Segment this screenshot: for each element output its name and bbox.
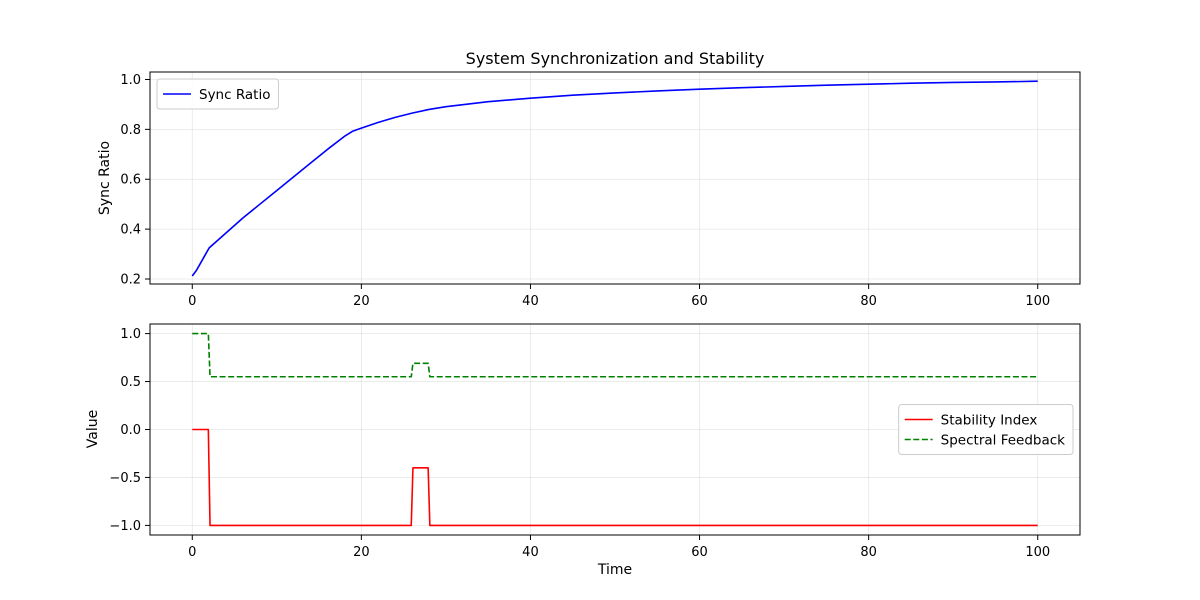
y-tick-label: 0.4 [120,223,141,238]
legend-label: Spectral Feedback [941,433,1065,449]
x-tick-label: 60 [691,294,708,309]
axes-frame [149,71,1081,285]
legend-label: Sync Ratio [199,87,271,103]
y-tick-label: 0.2 [120,273,141,288]
x-tick-label: 80 [860,545,877,560]
sync-ratio-line [191,80,1038,277]
y-tick-label: −0.5 [109,471,141,486]
y-tick-label: 0.6 [120,173,141,188]
x-axis-ticks: 0 20 40 60 80 100 [188,284,1050,309]
legend: Sync Ratio [156,78,279,110]
y-axis-ticks: −1.0 −0.5 0.0 0.5 1.0 [109,327,150,534]
x-tick-label: 20 [353,545,370,560]
x-tick-label: 40 [522,545,539,560]
y-tick-label: 0.0 [120,423,141,438]
series-lines [191,80,1038,277]
x-tick-label: 40 [522,294,539,309]
x-axis-label: Time [597,562,632,578]
stability-index-line [192,428,1038,527]
legend: Stability Index Spectral Feedback [898,404,1074,455]
legend-label: Stability Index [941,413,1038,429]
y-tick-label: 0.5 [120,375,141,390]
chart-title: System Synchronization and Stability [466,49,765,68]
y-tick-label: −1.0 [109,519,141,534]
x-tick-label: 0 [188,545,196,560]
y-axis-ticks: 0.2 0.4 0.6 0.8 1.0 [120,73,150,288]
x-tick-label: 60 [691,545,708,560]
sync-ratio-panel: 0 20 40 60 80 100 0.2 0.4 0.6 0.8 1.0 System Sync… [97,49,1081,309]
x-axis-ticks: 0 20 40 60 80 100 [188,535,1050,560]
spectral-feedback-line [192,332,1038,378]
y-tick-label: 1.0 [120,327,141,342]
grid-lines [150,72,1080,284]
stability-panel: 0 20 40 60 80 100 −1.0 −0.5 0.0 0.5 1.0 Value Tim… [85,323,1081,578]
y-tick-label: 0.8 [120,123,141,138]
x-tick-label: 0 [188,294,196,309]
y-tick-label: 1.0 [120,73,141,88]
series-lines [192,332,1038,527]
x-tick-label: 100 [1025,545,1050,560]
legend-box [898,404,1074,455]
y-axis-label: Value [85,410,101,448]
x-tick-label: 20 [353,294,370,309]
y-axis-label: Sync Ratio [97,141,113,215]
legend-box [156,78,279,110]
x-tick-label: 80 [860,294,877,309]
x-tick-label: 100 [1025,294,1050,309]
